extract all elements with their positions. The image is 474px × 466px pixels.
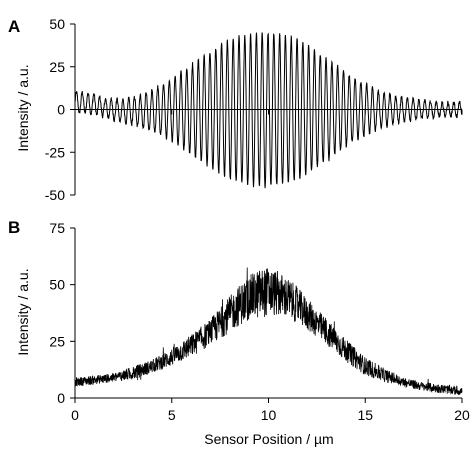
- panel-a-y-ticks: -50 -25 0 25 50: [45, 16, 75, 203]
- y-tick-label: 50: [49, 16, 65, 32]
- panel-a-series-line: [74, 32, 463, 189]
- panel-a-y-axis-title: Intensity / a.u.: [15, 64, 31, 151]
- panel-b-y-ticks: 0 25 50 75: [49, 220, 75, 406]
- panel-b-letter: B: [8, 218, 20, 237]
- x-tick-label: 0: [71, 407, 79, 423]
- y-tick-label: 0: [57, 390, 65, 406]
- x-axis-title: Sensor Position / µm: [204, 431, 333, 447]
- y-tick-label: 75: [49, 220, 65, 236]
- x-tick-label: 10: [261, 407, 277, 423]
- panel-b: B Intensity / a.u. 0 25 50 75 0 5 10 15 20 Sens…: [8, 218, 470, 447]
- y-tick-label: 50: [49, 277, 65, 293]
- y-tick-label: -25: [45, 144, 65, 160]
- y-tick-label: 0: [57, 102, 65, 118]
- y-tick-label: 25: [49, 333, 65, 349]
- panel-b-y-axis-title: Intensity / a.u.: [15, 268, 31, 355]
- x-tick-label: 20: [454, 407, 470, 423]
- y-tick-label: 25: [49, 59, 65, 75]
- panel-b-x-ticks: 0 5 10 15 20: [71, 398, 470, 423]
- panel-b-series-line: [74, 267, 463, 396]
- y-tick-label: -50: [45, 187, 65, 203]
- panel-a: A Intensity / a.u. -50 -25 0 25 50: [8, 16, 463, 203]
- panel-a-letter: A: [8, 17, 20, 36]
- x-tick-label: 5: [168, 407, 176, 423]
- x-tick-label: 15: [357, 407, 373, 423]
